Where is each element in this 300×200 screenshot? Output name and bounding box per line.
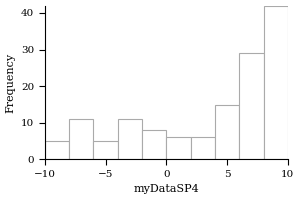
- Bar: [239, 53, 263, 159]
- Bar: [190, 137, 215, 159]
- Bar: [118, 119, 142, 159]
- Bar: [215, 105, 239, 159]
- Bar: [142, 130, 166, 159]
- X-axis label: myDataSP4: myDataSP4: [134, 184, 199, 194]
- Bar: [166, 137, 190, 159]
- Bar: [263, 6, 288, 159]
- Bar: [45, 141, 69, 159]
- Bar: [93, 141, 118, 159]
- Y-axis label: Frequency: Frequency: [6, 52, 16, 113]
- Bar: [69, 119, 93, 159]
